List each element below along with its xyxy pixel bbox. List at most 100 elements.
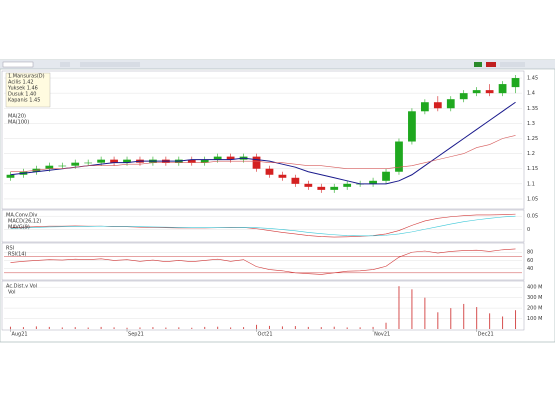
- x-tick-label: Dec21: [478, 332, 494, 338]
- y-tick-label: 60: [527, 258, 533, 264]
- candle-body: [395, 141, 403, 172]
- candle-body: [123, 159, 131, 163]
- x-tick-label: Oct21: [258, 332, 273, 338]
- y-tick-label: 1.3: [527, 121, 535, 127]
- panel-title: MA.Conv.Div: [6, 213, 37, 219]
- bar: [463, 303, 465, 329]
- bar: [217, 326, 219, 329]
- candle-body: [382, 171, 390, 181]
- y-tick-label: 300 M: [527, 295, 542, 301]
- button[interactable]: [60, 62, 70, 67]
- window: [0, 59, 555, 343]
- bar: [476, 307, 478, 329]
- bar: [230, 327, 232, 329]
- info-title: 1.Mansuras(D): [8, 74, 45, 80]
- symbol-box[interactable]: [2, 61, 34, 68]
- bar: [191, 327, 193, 329]
- bar: [398, 286, 400, 329]
- bar: [489, 313, 491, 329]
- bar: [126, 327, 128, 329]
- x-tick-label: Nov21: [374, 332, 390, 338]
- candle-body: [278, 174, 287, 178]
- candle-body: [291, 177, 300, 184]
- bar: [424, 297, 426, 329]
- bar: [87, 327, 89, 329]
- toolbar: [0, 60, 555, 69]
- line: [10, 135, 516, 173]
- button[interactable]: [486, 62, 496, 67]
- y-tick-label: 1.4: [527, 91, 535, 97]
- candle-body: [265, 168, 274, 175]
- panel: [1, 242, 525, 281]
- candle-body: [200, 159, 209, 163]
- bar: [139, 327, 141, 329]
- candle-body: [110, 159, 118, 163]
- button[interactable]: [474, 62, 482, 67]
- candle-body: [304, 183, 313, 187]
- info-row: Yuksek 1.46: [7, 86, 38, 92]
- candle-body: [6, 174, 15, 178]
- candle-body: [433, 102, 442, 109]
- bar: [294, 326, 296, 329]
- panel-title: Ac.Dist.v Vol: [6, 284, 37, 290]
- y-tick-label: 80: [527, 250, 533, 256]
- button[interactable]: [500, 62, 525, 67]
- candle-body: [226, 156, 235, 160]
- bar: [74, 327, 76, 329]
- bar: [515, 310, 517, 329]
- info-box: [5, 72, 51, 108]
- y-tick-label: 1.45: [527, 76, 538, 82]
- candle-body: [459, 93, 468, 100]
- bar: [307, 326, 309, 329]
- candle-body: [84, 162, 93, 164]
- y-tick-label: 0.05: [527, 214, 538, 220]
- bar: [152, 327, 154, 329]
- button[interactable]: [80, 62, 140, 67]
- bar: [61, 327, 63, 329]
- bar: [437, 312, 439, 329]
- candle-body: [213, 156, 222, 160]
- bar: [320, 327, 322, 329]
- y-tick-label: 200 M: [527, 306, 542, 312]
- candle-body: [369, 180, 377, 184]
- panel: [1, 280, 525, 331]
- bar: [48, 326, 50, 329]
- candle-body: [446, 99, 455, 109]
- candle-body: [420, 102, 429, 112]
- candle-body: [330, 186, 339, 190]
- bar: [411, 289, 413, 329]
- legend-label: MACD(26,12): [8, 219, 41, 225]
- bar: [372, 326, 374, 329]
- y-tick-label: 1.05: [527, 196, 538, 202]
- candle-body: [252, 156, 261, 169]
- y-tick-label: 1.1: [527, 181, 535, 187]
- bar: [178, 327, 180, 329]
- legend-label: RSI(14): [8, 252, 26, 258]
- y-tick-label: 100 M: [527, 316, 542, 322]
- bar: [281, 326, 283, 329]
- line: [10, 215, 516, 237]
- bar: [502, 316, 504, 329]
- bar: [346, 327, 348, 329]
- bar: [100, 326, 102, 329]
- y-tick-label: 1.35: [527, 106, 538, 112]
- candle-body: [71, 162, 80, 166]
- line: [10, 248, 516, 275]
- y-tick-label: 400 M: [527, 285, 542, 291]
- candle-body: [498, 84, 507, 94]
- bar: [359, 327, 361, 329]
- y-tick-label: 1.25: [527, 136, 538, 142]
- bar: [165, 327, 167, 329]
- candle-body: [485, 90, 494, 94]
- bar: [268, 325, 270, 329]
- panel: [1, 209, 525, 243]
- y-tick-label: 40: [527, 266, 533, 272]
- bar: [256, 324, 258, 329]
- candle-body: [187, 159, 196, 163]
- y-tick-label: 1.2: [527, 151, 535, 157]
- bar: [333, 326, 335, 329]
- legend-label: MA(100): [8, 120, 29, 126]
- x-tick-label: Sep21: [128, 332, 144, 338]
- bar: [204, 326, 206, 329]
- x-tick-label: Aug21: [11, 332, 27, 338]
